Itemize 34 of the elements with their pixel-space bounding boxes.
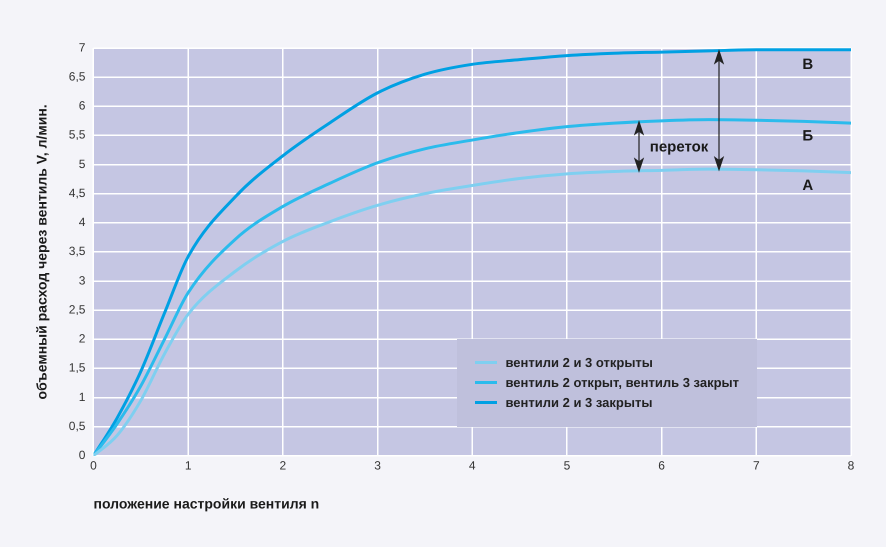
y-tick-label: 4 <box>78 215 86 230</box>
y-axis-title: объемный расход через вентиль V, л/мин. <box>33 104 50 400</box>
y-tick-label: 4,5 <box>68 186 86 200</box>
y-tick-label: 3,5 <box>68 244 86 258</box>
y-tick-label: 3 <box>78 273 86 288</box>
y-tick-label: 2,5 <box>68 302 86 316</box>
y-tick-label: 0 <box>78 448 86 462</box>
legend-label: вентили 2 и 3 открыты <box>505 355 653 370</box>
annotation: В <box>802 56 814 73</box>
x-tick-label: 8 <box>848 458 855 472</box>
x-tick-label: 5 <box>564 458 571 472</box>
x-tick-label: 7 <box>752 458 760 472</box>
y-tick-label: 0,5 <box>68 418 86 433</box>
x-tick-label: 0 <box>90 458 98 472</box>
annotation: Б <box>802 128 814 145</box>
x-tick-label: 1 <box>184 458 192 472</box>
x-axis-title: положение настройки вентиля n <box>93 495 320 512</box>
legend-label: вентиль 2 открыт, вентиль 3 закрыт <box>505 375 739 390</box>
annotation: А <box>802 177 814 194</box>
y-tick-label: 2 <box>78 332 86 346</box>
y-tick-label: 5 <box>78 156 86 171</box>
y-tick-label: 6 <box>78 98 86 113</box>
y-tick-label: 1,5 <box>68 360 86 375</box>
x-tick-label: 2 <box>280 458 287 472</box>
x-tick-label: 6 <box>658 458 666 472</box>
annotation: переток <box>650 138 709 156</box>
y-tick-label: 6,5 <box>68 69 86 84</box>
y-tick-label: 7 <box>78 40 86 54</box>
x-tick-label: 3 <box>374 458 382 472</box>
line-series <box>93 48 851 456</box>
legend-label: вентили 2 и 3 закрыты <box>505 395 652 410</box>
y-tick-label: 5,5 <box>68 128 86 142</box>
x-tick-label: 4 <box>468 458 476 472</box>
y-tick-label: 1 <box>78 390 86 404</box>
